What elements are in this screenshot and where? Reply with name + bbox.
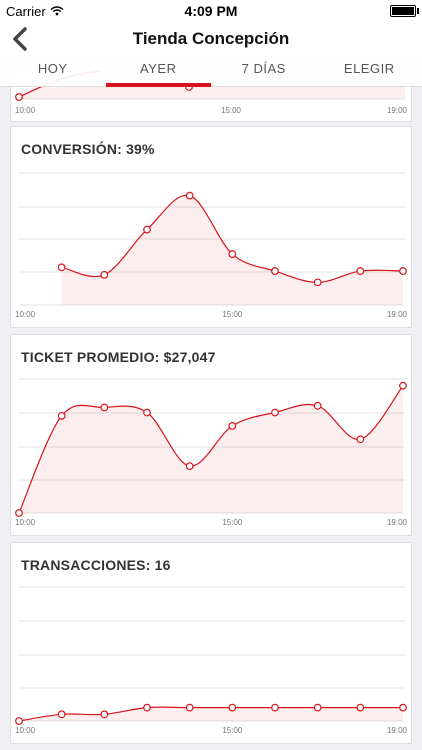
series-line — [18, 385, 404, 514]
data-point — [57, 263, 66, 272]
chart-card-ticket: TICKET PROMEDIO: $27,047 10:00 15:00 19:00 — [10, 334, 412, 536]
data-point — [185, 191, 194, 200]
chart-transacciones: 10:00 15:00 19:00 — [15, 586, 408, 735]
chart-title-conversion: CONVERSIÓN: 39% — [21, 141, 155, 157]
data-point — [228, 421, 237, 430]
data-point — [313, 278, 322, 287]
nav-bar: Tienda Concepción — [0, 22, 422, 56]
data-point — [143, 703, 151, 712]
data-point — [271, 703, 279, 712]
data-point — [356, 435, 365, 444]
series-area — [19, 707, 403, 721]
x-tick-label: 10:00 — [15, 726, 36, 735]
data-point — [185, 462, 194, 471]
chart-conversion: 10:00 15:00 19:00 — [15, 172, 408, 319]
back-chevron-icon[interactable] — [8, 26, 34, 52]
series-area — [19, 385, 403, 513]
chart-title-transacciones: TRANSACCIONES: 16 — [21, 557, 171, 573]
chart-title-ticket: TICKET PROMEDIO: $27,047 — [21, 349, 216, 365]
x-tick-label: 15:00 — [222, 518, 243, 527]
x-tick-label: 10:00 — [15, 106, 36, 115]
wifi-icon — [50, 6, 64, 16]
x-tick-label: 19:00 — [387, 726, 408, 735]
x-tick-label: 10:00 — [15, 518, 36, 527]
tab-7-dias[interactable]: 7 DÍAS — [241, 61, 286, 76]
data-point — [399, 703, 407, 712]
data-point — [313, 401, 322, 410]
data-point — [271, 408, 279, 417]
tab-bar: HOY AYER 7 DÍAS ELEGIR — [0, 56, 422, 87]
data-point — [228, 250, 237, 258]
data-point — [15, 93, 23, 101]
tab-hoy[interactable]: HOY — [37, 61, 68, 76]
page-title: Tienda Concepción — [132, 29, 290, 48]
status-time: 4:09 PM — [184, 3, 238, 19]
x-tick-label: 19:00 — [387, 310, 408, 319]
data-point — [100, 710, 109, 719]
tab-elegir[interactable]: ELEGIR — [343, 61, 395, 76]
chart-card-transacciones: TRANSACCIONES: 16 10:00 15:00 19:00 — [10, 542, 412, 744]
x-tick-label: 19:00 — [387, 106, 408, 115]
data-point — [100, 270, 109, 279]
carrier-label: Carrier — [6, 3, 46, 19]
x-tick-label: 15:00 — [222, 726, 243, 735]
x-tick-label: 15:00 — [221, 106, 242, 115]
battery-icon — [390, 5, 419, 17]
data-point — [356, 703, 365, 712]
data-point — [15, 509, 23, 517]
data-point — [313, 703, 322, 712]
status-bar: Carrier 4:09 PM — [0, 0, 422, 22]
data-point — [57, 411, 66, 420]
x-tick-label: 15:00 — [222, 310, 243, 319]
data-point — [271, 267, 279, 275]
data-point — [356, 267, 365, 275]
data-point — [399, 267, 407, 275]
series-line — [18, 706, 403, 722]
data-point — [399, 381, 407, 390]
data-point — [15, 717, 23, 725]
data-point — [228, 703, 237, 712]
chart-card-conversion: CONVERSIÓN: 39% 10:00 15:00 19:00 — [10, 126, 412, 328]
data-point — [143, 225, 151, 234]
data-point — [143, 408, 151, 417]
tab-ayer[interactable]: AYER — [105, 56, 212, 87]
x-tick-label: 10:00 — [15, 310, 36, 319]
data-point — [185, 703, 194, 712]
data-point — [57, 710, 66, 719]
chart-ticket: 10:00 15:00 19:00 — [15, 378, 408, 527]
x-tick-label: 19:00 — [387, 518, 408, 527]
data-point — [100, 403, 109, 412]
series-area — [61, 195, 404, 305]
